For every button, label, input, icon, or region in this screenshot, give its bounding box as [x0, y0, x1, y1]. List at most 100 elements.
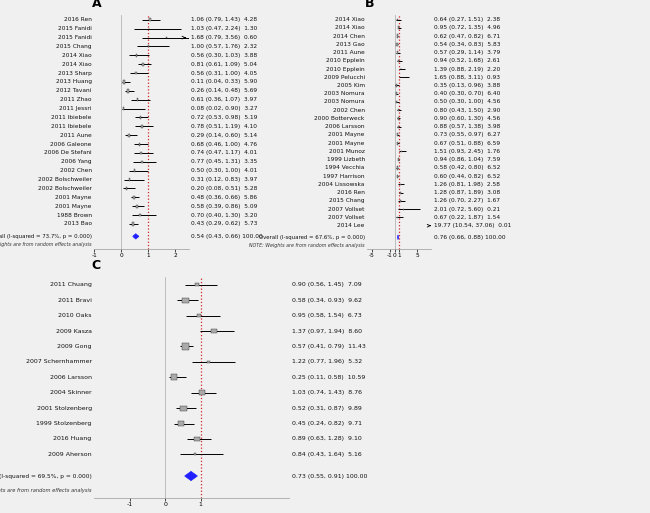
Text: 1999 Lizbeth: 1999 Lizbeth: [326, 157, 365, 162]
Text: 0.90 (0.56, 1.45)  7.09: 0.90 (0.56, 1.45) 7.09: [292, 282, 361, 287]
Text: 2001 Mayne: 2001 Mayne: [328, 141, 365, 146]
Text: 0.54 (0.43, 0.66) 100.00: 0.54 (0.43, 0.66) 100.00: [191, 234, 263, 239]
Text: 2011 Bravi: 2011 Bravi: [58, 298, 92, 303]
Bar: [197, 314, 201, 317]
Text: 1.65 (0.88, 3.11)  0.93: 1.65 (0.88, 3.11) 0.93: [434, 75, 500, 80]
Text: 2007 Vollset: 2007 Vollset: [328, 215, 365, 220]
Text: 1.00 (0.57, 1.76)  2.32: 1.00 (0.57, 1.76) 2.32: [191, 44, 257, 49]
Text: 2006 De Stefani: 2006 De Stefani: [44, 150, 92, 155]
Text: Overall (I-squared = 67.6%, p = 0.000): Overall (I-squared = 67.6%, p = 0.000): [259, 235, 365, 240]
Text: 0.57 (0.29, 1.14)  3.79: 0.57 (0.29, 1.14) 3.79: [434, 50, 500, 55]
Text: 0.52 (0.31, 0.87)  9.89: 0.52 (0.31, 0.87) 9.89: [292, 406, 361, 410]
Text: 2002 Bolschweiler: 2002 Bolschweiler: [38, 186, 92, 191]
Text: 1.26 (0.81, 1.98)  2.58: 1.26 (0.81, 1.98) 2.58: [434, 182, 500, 187]
Text: B: B: [365, 0, 374, 10]
Text: 2014 Xiao: 2014 Xiao: [335, 25, 365, 30]
Text: 2001 Mayne: 2001 Mayne: [55, 195, 92, 200]
Bar: [194, 437, 200, 441]
Bar: [211, 329, 216, 333]
Text: 0.81 (0.61, 1.09)  5.04: 0.81 (0.61, 1.09) 5.04: [191, 62, 257, 67]
Text: 2004 Skinner: 2004 Skinner: [50, 390, 92, 395]
Text: 2007 Vollset: 2007 Vollset: [328, 207, 365, 212]
Text: 1999 Stolzenberg: 1999 Stolzenberg: [36, 421, 92, 426]
Text: 2014 Xiao: 2014 Xiao: [335, 17, 365, 22]
Text: 2015 Chang: 2015 Chang: [329, 199, 365, 204]
Text: 0.64 (0.27, 1.51)  2.38: 0.64 (0.27, 1.51) 2.38: [434, 17, 500, 22]
Text: 0.62 (0.47, 0.82)  6.71: 0.62 (0.47, 0.82) 6.71: [434, 33, 500, 38]
Text: 0.94 (0.86, 1.04)  7.59: 0.94 (0.86, 1.04) 7.59: [434, 157, 500, 162]
Text: 1994 Vecchia: 1994 Vecchia: [325, 166, 365, 170]
Text: 0.67 (0.51, 0.88)  6.59: 0.67 (0.51, 0.88) 6.59: [434, 141, 500, 146]
Text: 0.78 (0.51, 1.19)  4.10: 0.78 (0.51, 1.19) 4.10: [191, 124, 257, 129]
Bar: [398, 126, 399, 128]
Bar: [396, 92, 397, 95]
Text: 1.28 (0.87, 1.89)  3.08: 1.28 (0.87, 1.89) 3.08: [434, 190, 500, 195]
Bar: [133, 195, 135, 199]
Bar: [194, 453, 196, 456]
Text: 0.88 (0.57, 1.38)  3.98: 0.88 (0.57, 1.38) 3.98: [434, 124, 500, 129]
Bar: [141, 161, 142, 163]
Bar: [140, 151, 142, 154]
Bar: [396, 51, 398, 54]
Text: 1.39 (0.88, 2.19)  2.20: 1.39 (0.88, 2.19) 2.20: [434, 67, 500, 71]
Text: 2001 Stolzenberg: 2001 Stolzenberg: [36, 406, 92, 410]
Polygon shape: [185, 471, 198, 481]
Bar: [177, 421, 185, 426]
Bar: [397, 142, 398, 145]
Text: 2006 Galeone: 2006 Galeone: [50, 142, 92, 147]
Bar: [397, 18, 398, 21]
Text: 2002 Bolschweiler: 2002 Bolschweiler: [38, 177, 92, 182]
Text: 2000 Botterweck: 2000 Botterweck: [315, 116, 365, 121]
Text: 0.84 (0.43, 1.64)  5.16: 0.84 (0.43, 1.64) 5.16: [292, 452, 361, 457]
Text: 0.40 (0.30, 0.70)  6.40: 0.40 (0.30, 0.70) 6.40: [434, 91, 500, 96]
Bar: [149, 18, 151, 21]
Bar: [398, 117, 399, 120]
Bar: [142, 63, 144, 66]
Bar: [396, 43, 398, 46]
Text: 2009 Aherson: 2009 Aherson: [48, 452, 92, 457]
Bar: [148, 28, 150, 29]
Text: 2002 Chen: 2002 Chen: [333, 108, 365, 113]
Text: 2011 Aune: 2011 Aune: [60, 133, 92, 137]
Bar: [207, 361, 210, 363]
Text: 0.56 (0.30, 1.03)  3.88: 0.56 (0.30, 1.03) 3.88: [191, 53, 257, 58]
Bar: [132, 222, 134, 226]
Text: 2009 Pelucchi: 2009 Pelucchi: [324, 75, 365, 80]
Text: NOTE: Weights are from random effects analysis: NOTE: Weights are from random effects an…: [249, 243, 365, 248]
Bar: [127, 89, 129, 93]
Text: 2013 Huang: 2013 Huang: [56, 80, 92, 85]
Text: 1.03 (0.47, 2.24)  1.30: 1.03 (0.47, 2.24) 1.30: [191, 26, 257, 31]
Text: 1.37 (0.97, 1.94)  8.60: 1.37 (0.97, 1.94) 8.60: [292, 328, 362, 333]
Text: 0.67 (0.22, 1.87)  1.54: 0.67 (0.22, 1.87) 1.54: [434, 215, 500, 220]
Polygon shape: [133, 234, 139, 239]
Text: 2006 Larsson: 2006 Larsson: [49, 375, 92, 380]
Text: 0.11 (0.04, 0.33)  5.90: 0.11 (0.04, 0.33) 5.90: [191, 80, 257, 85]
Text: 2010 Oaks: 2010 Oaks: [58, 313, 92, 318]
Text: 2014 Lee: 2014 Lee: [337, 223, 365, 228]
Text: 0.25 (0.11, 0.58)  10.59: 0.25 (0.11, 0.58) 10.59: [292, 375, 365, 380]
Text: 0.73 (0.55, 0.97)  6.27: 0.73 (0.55, 0.97) 6.27: [434, 132, 500, 137]
Text: Overall (I-squared = 69.5%, p = 0.000): Overall (I-squared = 69.5%, p = 0.000): [0, 473, 92, 479]
Text: 2009 Gong: 2009 Gong: [57, 344, 92, 349]
Bar: [128, 133, 130, 137]
Text: 0.61 (0.36, 1.07)  3.97: 0.61 (0.36, 1.07) 3.97: [191, 97, 257, 102]
Text: 0.20 (0.08, 0.51)  5.28: 0.20 (0.08, 0.51) 5.28: [191, 186, 257, 191]
Text: 0.76 (0.66, 0.88) 100.00: 0.76 (0.66, 0.88) 100.00: [434, 235, 505, 240]
Text: 2009 Kasza: 2009 Kasza: [56, 328, 92, 333]
Text: 0.57 (0.41, 0.79)  11.43: 0.57 (0.41, 0.79) 11.43: [292, 344, 366, 349]
Text: 0.74 (0.47, 1.17)  4.01: 0.74 (0.47, 1.17) 4.01: [191, 150, 257, 155]
Text: 0.56 (0.31, 1.00)  4.05: 0.56 (0.31, 1.00) 4.05: [191, 71, 257, 75]
Text: NOTE: Weights are from random effects analysis: NOTE: Weights are from random effects an…: [0, 488, 92, 493]
Bar: [396, 34, 398, 37]
Text: 2002 Chen: 2002 Chen: [60, 168, 92, 173]
Text: C: C: [92, 259, 101, 272]
Text: 2014 Xiao: 2014 Xiao: [62, 53, 92, 58]
Bar: [123, 107, 124, 110]
Text: 0.72 (0.53, 0.98)  5.19: 0.72 (0.53, 0.98) 5.19: [191, 115, 257, 120]
Bar: [142, 125, 143, 128]
Text: 2004 Lissowska: 2004 Lissowska: [318, 182, 365, 187]
Text: A: A: [92, 0, 101, 10]
Text: 2014 Chen: 2014 Chen: [333, 33, 365, 38]
Text: 2005 Kim: 2005 Kim: [337, 83, 365, 88]
Bar: [180, 405, 187, 411]
